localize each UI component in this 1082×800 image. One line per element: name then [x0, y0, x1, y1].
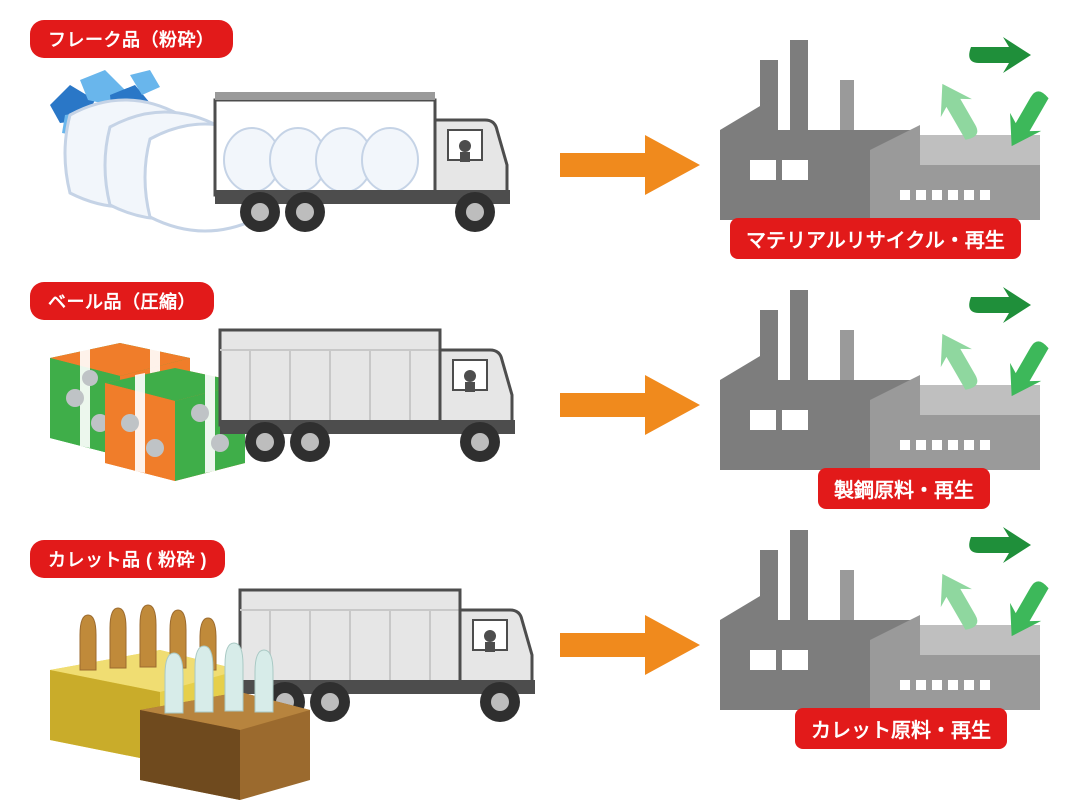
recycling-flow-diagram: フレーク品（粉砕）: [0, 0, 1082, 800]
arrow-icon: [560, 375, 700, 435]
badge-cullet: カレット品 ( 粉砕 ): [30, 540, 225, 578]
badge-bale: ベール品（圧縮）: [30, 282, 214, 320]
truck-closed-icon: [215, 320, 535, 470]
recycle-icon: [935, 285, 1055, 405]
truck-open-icon: [210, 90, 530, 240]
arrow-icon: [560, 615, 700, 675]
recycle-icon: [935, 35, 1055, 155]
arrow-icon: [560, 135, 700, 195]
recycle-icon: [935, 525, 1055, 645]
output-label-material: マテリアルリサイクル・再生: [730, 218, 1021, 259]
bale-icon: [30, 318, 230, 478]
output-label-seikou: 製鋼原料・再生: [818, 468, 990, 509]
output-label-cullet: カレット原料・再生: [795, 708, 1007, 749]
bottle-crates-icon: [40, 580, 310, 790]
